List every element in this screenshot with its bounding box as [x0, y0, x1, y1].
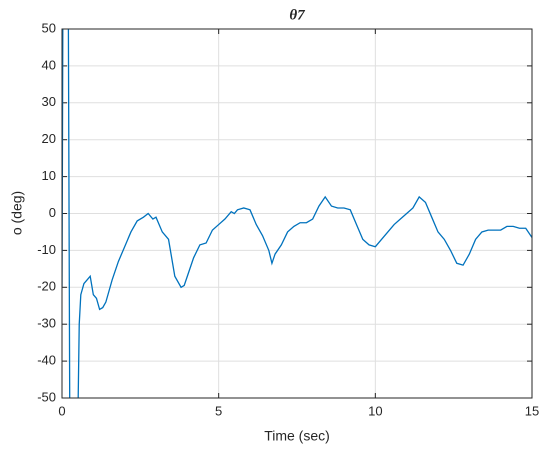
y-tick-label: -40 [37, 353, 56, 368]
y-tick-label: 30 [42, 94, 56, 109]
y-tick-label: -30 [37, 316, 56, 331]
y-tick-label: -50 [37, 389, 56, 404]
y-tick-label: -20 [37, 279, 56, 294]
x-tick-label: 10 [368, 403, 382, 418]
y-axis-label: o (deg) [9, 191, 25, 235]
y-tick-label: -10 [37, 242, 56, 257]
y-tick-label: 10 [42, 168, 56, 183]
y-tick-label: 40 [42, 57, 56, 72]
x-axis-label: Time (sec) [264, 428, 330, 444]
y-tick-label: 50 [42, 20, 56, 35]
axes-box [61, 28, 533, 399]
chart-title: θ7 [289, 7, 305, 23]
y-tick-label: 0 [49, 205, 56, 220]
x-tick-label: 5 [215, 403, 222, 418]
y-tick-label: 20 [42, 131, 56, 146]
data-line [62, 29, 532, 398]
x-tick-label: 15 [525, 403, 539, 418]
x-tick-label: 0 [58, 403, 65, 418]
